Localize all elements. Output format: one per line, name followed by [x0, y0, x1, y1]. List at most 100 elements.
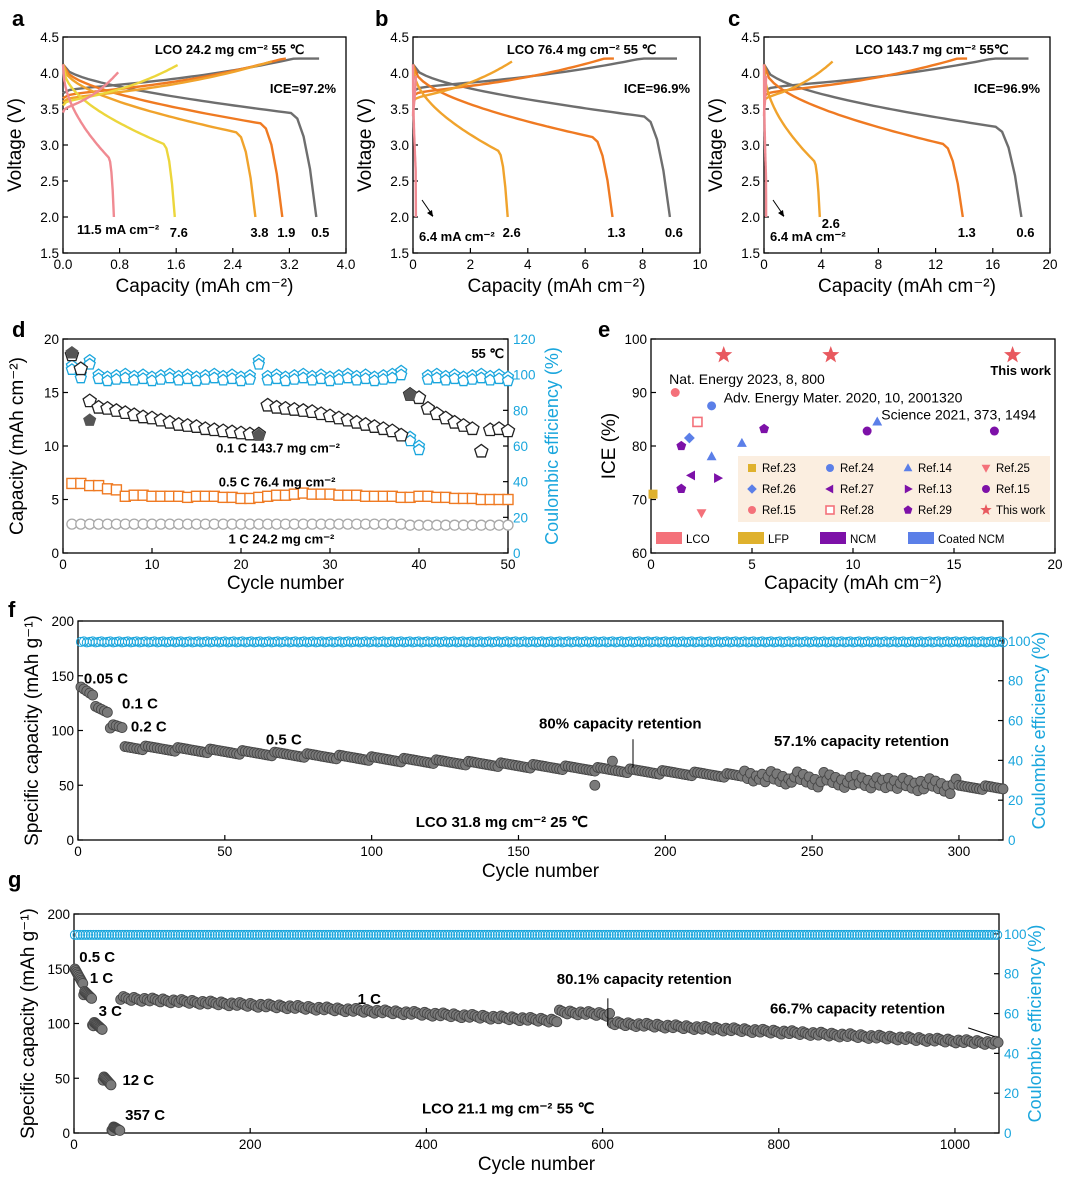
- charge-curve: [763, 57, 968, 98]
- ce-point: [368, 929, 379, 940]
- ce-point: [468, 929, 479, 940]
- ce-point: [542, 929, 553, 940]
- ce-point: [796, 929, 807, 940]
- current-density-label: 1.9: [277, 225, 295, 240]
- panel-letter: a: [12, 6, 25, 31]
- y-tick-label: 2.5: [390, 174, 409, 189]
- ce-point: [416, 929, 427, 940]
- rate-label: 1 C: [358, 991, 382, 1008]
- y-tick-label: 90: [632, 386, 647, 401]
- ce-point: [690, 929, 701, 940]
- ce-point: [220, 929, 231, 940]
- y2-tick-label: 60: [1004, 1007, 1019, 1022]
- arrow-head: [427, 210, 433, 217]
- ce-point: [772, 929, 783, 940]
- ce-point: [741, 929, 752, 940]
- long-cycling-panel-g: g 0 200 400 600 800 1000 0 50 100 150 200 0 20 40 60 80 1…: [8, 867, 1045, 1175]
- ce-point: [400, 929, 411, 940]
- chart-title: LCO 143.7 mg cm⁻² 55℃: [856, 42, 1009, 57]
- x-tick-label: 0: [647, 557, 655, 572]
- ice-point: [1004, 346, 1022, 363]
- ice-point: [676, 483, 687, 493]
- capacity-point: [551, 1016, 563, 1028]
- y-tick-label: 200: [51, 614, 74, 629]
- capacity-point: [992, 1036, 1004, 1048]
- x-tick-label: 300: [948, 844, 971, 859]
- ce-point: [989, 929, 1000, 940]
- legend-marker: [904, 484, 913, 494]
- ce-point: [204, 929, 215, 940]
- ce-point: [513, 929, 524, 940]
- ce-point: [505, 929, 516, 940]
- ce-point: [159, 929, 170, 940]
- ce-point: [109, 929, 120, 940]
- ce-point: [825, 929, 836, 940]
- ce-point: [117, 929, 128, 940]
- legend-marker: [981, 464, 991, 473]
- ce-point: [527, 929, 538, 940]
- x-tick-label: 1000: [940, 1137, 970, 1152]
- capacity-point: [607, 755, 618, 767]
- ce-point: [693, 929, 704, 940]
- ce-point: [363, 929, 374, 940]
- ce-point: [786, 929, 797, 940]
- chart-title: LCO 24.2 mg cm⁻² 55 ℃: [155, 42, 304, 57]
- capacity-point: [73, 361, 89, 376]
- current-density-label: 3.8: [250, 225, 268, 240]
- legend-marker: [825, 484, 834, 494]
- ce-point: [318, 929, 329, 940]
- ce-point: [960, 929, 971, 940]
- current-density-label: 7.6: [170, 225, 188, 240]
- ce-point: [196, 929, 207, 940]
- ice-point: [862, 426, 872, 436]
- ce-point: [616, 929, 627, 940]
- rate-label: 0.05 C: [84, 670, 128, 687]
- ce-point: [767, 929, 778, 940]
- ce-point: [450, 929, 461, 940]
- ce-point: [846, 929, 857, 940]
- rate-label: 357 C: [125, 1107, 165, 1124]
- ce-point: [804, 929, 815, 940]
- ce-point: [365, 929, 376, 940]
- x-tick-label: 200: [654, 844, 677, 859]
- ce-point: [569, 929, 580, 940]
- x-tick-label: 3.2: [280, 257, 299, 272]
- ce-point: [236, 929, 247, 940]
- ce-point: [492, 929, 503, 940]
- ce-point: [640, 929, 651, 940]
- ice-point: [715, 346, 733, 363]
- ce-point: [186, 929, 197, 940]
- legend-label: Ref.14: [918, 463, 952, 475]
- x-tick-label: 600: [591, 1137, 614, 1152]
- ce-point: [112, 929, 123, 940]
- capacity-point: [604, 1007, 616, 1019]
- ce-point: [429, 929, 440, 940]
- y-tick-label: 50: [59, 778, 74, 793]
- chart-title: LCO 76.4 mg cm⁻² 55 ℃: [507, 42, 656, 57]
- ce-point: [910, 929, 921, 940]
- ce-point: [146, 929, 157, 940]
- capacity-point: [500, 423, 516, 438]
- ce-point: [471, 929, 482, 940]
- x-tick-label: 12: [928, 257, 943, 272]
- ce-point: [154, 929, 165, 940]
- ce-point: [336, 929, 347, 940]
- ce-point: [381, 929, 392, 940]
- ce-point: [603, 929, 614, 940]
- ce-point: [667, 929, 678, 940]
- capacity-point: [502, 519, 514, 531]
- ce-point: [315, 929, 326, 940]
- ce-point: [905, 929, 916, 940]
- x-tick-label: 6: [581, 257, 589, 272]
- ce-point: [347, 929, 358, 940]
- ce-point: [162, 929, 173, 940]
- current-density-label: 11.5 mA cm⁻²: [77, 222, 160, 237]
- ce-point: [540, 929, 551, 940]
- ce-point: [529, 929, 540, 940]
- ce-point: [373, 929, 384, 940]
- ce-point: [389, 929, 400, 940]
- ce-point: [857, 929, 868, 940]
- y-tick-label: 0: [51, 546, 59, 561]
- ce-point: [149, 929, 160, 940]
- ce-point: [379, 929, 390, 940]
